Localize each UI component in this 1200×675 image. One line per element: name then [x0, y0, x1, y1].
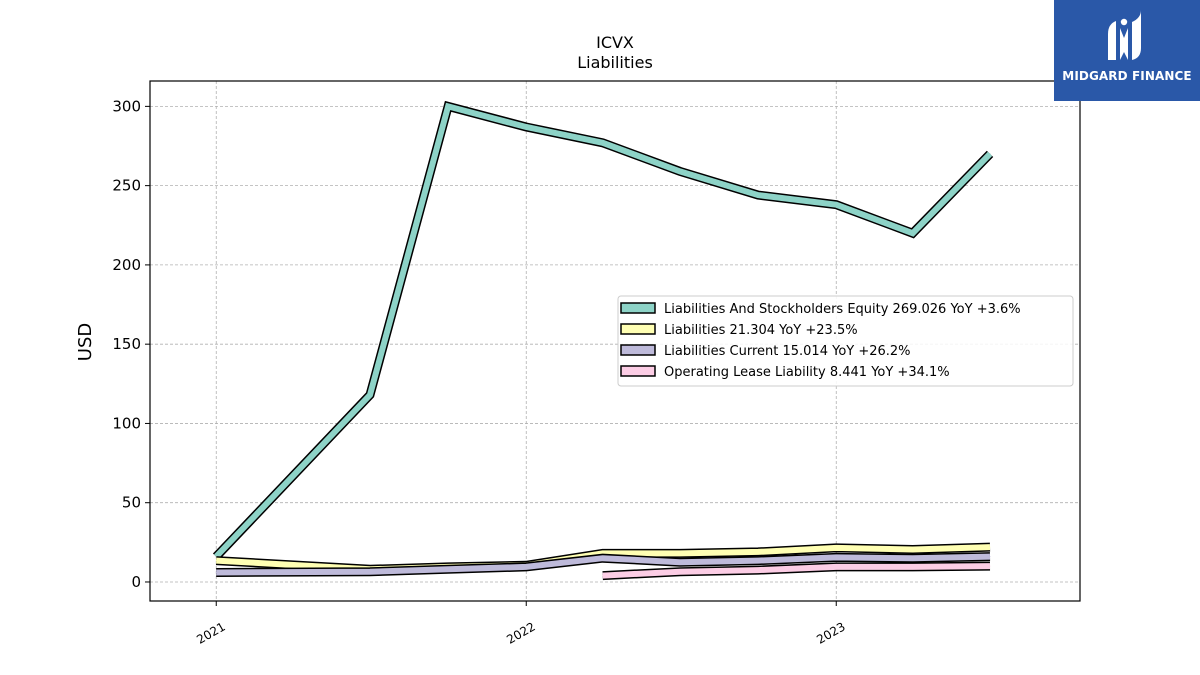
- data-point: [757, 194, 759, 196]
- series-line-3: [602, 563, 991, 579]
- legend-box: [617, 295, 1074, 387]
- x-tick-label: 2022: [504, 619, 537, 646]
- data-point: [369, 394, 371, 396]
- data-point: [989, 565, 991, 567]
- y-tick-label: 100: [112, 414, 141, 432]
- midgard-finance-logo: MIDGARD FINANCE: [1054, 0, 1200, 101]
- series-line-0: [214, 102, 993, 559]
- data-point: [835, 547, 837, 549]
- data-point: [757, 560, 759, 562]
- data-point: [912, 566, 914, 568]
- data-point: [602, 557, 604, 559]
- data-point: [679, 561, 681, 563]
- chart-title: ICVX: [596, 33, 634, 52]
- y-tick-label: 250: [112, 177, 141, 195]
- y-tick-label: 200: [112, 256, 141, 274]
- data-point: [835, 556, 837, 558]
- series-lines: [212, 100, 994, 581]
- data-point: [912, 557, 914, 559]
- grid-lines: [150, 81, 1080, 601]
- data-point: [757, 569, 759, 571]
- data-point: [757, 551, 759, 553]
- data-point: [679, 571, 681, 573]
- y-tick-label: 150: [112, 335, 141, 353]
- y-tick-label: 300: [112, 97, 141, 115]
- x-tick-label: 2021: [194, 619, 227, 646]
- data-point: [835, 204, 837, 206]
- data-point: [912, 548, 914, 550]
- data-point: [602, 575, 604, 577]
- legend-swatch: [620, 365, 656, 377]
- data-point: [912, 232, 914, 234]
- y-tick-label: 0: [131, 573, 141, 591]
- data-point: [989, 153, 991, 155]
- logo-wordmark: MIDGARD FINANCE: [1062, 69, 1192, 83]
- data-point: [679, 552, 681, 554]
- data-point: [215, 571, 217, 573]
- data-point: [447, 568, 449, 570]
- legend-entry: Operating Lease Liability 8.441 YoY +34.…: [664, 365, 950, 380]
- y-axis-label: USD: [75, 323, 96, 361]
- data-point: [989, 546, 991, 548]
- data-point: [369, 571, 371, 573]
- legend-entry: Liabilities And Stockholders Equity 269.…: [664, 302, 1021, 317]
- data-point: [835, 566, 837, 568]
- data-point: [525, 126, 527, 128]
- plot-area-frame: [149, 80, 1081, 602]
- data-point: [602, 552, 604, 554]
- data-point: [525, 566, 527, 568]
- y-tick-label: 50: [122, 494, 141, 512]
- data-point: [989, 556, 991, 558]
- midgard-logo-icon: [1108, 10, 1141, 60]
- data-point: [679, 170, 681, 172]
- legend-swatch: [620, 344, 656, 356]
- legend: Liabilities And Stockholders Equity 269.…: [617, 295, 1074, 387]
- axes: 0 50 100 150 200 250 300 2021 2022 2023: [112, 97, 847, 647]
- data-point: [215, 560, 217, 562]
- legend-entry: Liabilities Current 15.014 YoY +26.2%: [664, 344, 911, 359]
- x-tick-label: 2023: [814, 619, 847, 646]
- legend-swatch: [620, 323, 656, 335]
- data-point: [447, 105, 449, 107]
- legend-entry: Liabilities 21.304 YoY +23.5%: [664, 323, 858, 338]
- chart-subtitle: Liabilities: [577, 53, 653, 72]
- series-line-2: [216, 553, 991, 576]
- legend-swatch: [620, 302, 656, 314]
- data-point: [602, 142, 604, 144]
